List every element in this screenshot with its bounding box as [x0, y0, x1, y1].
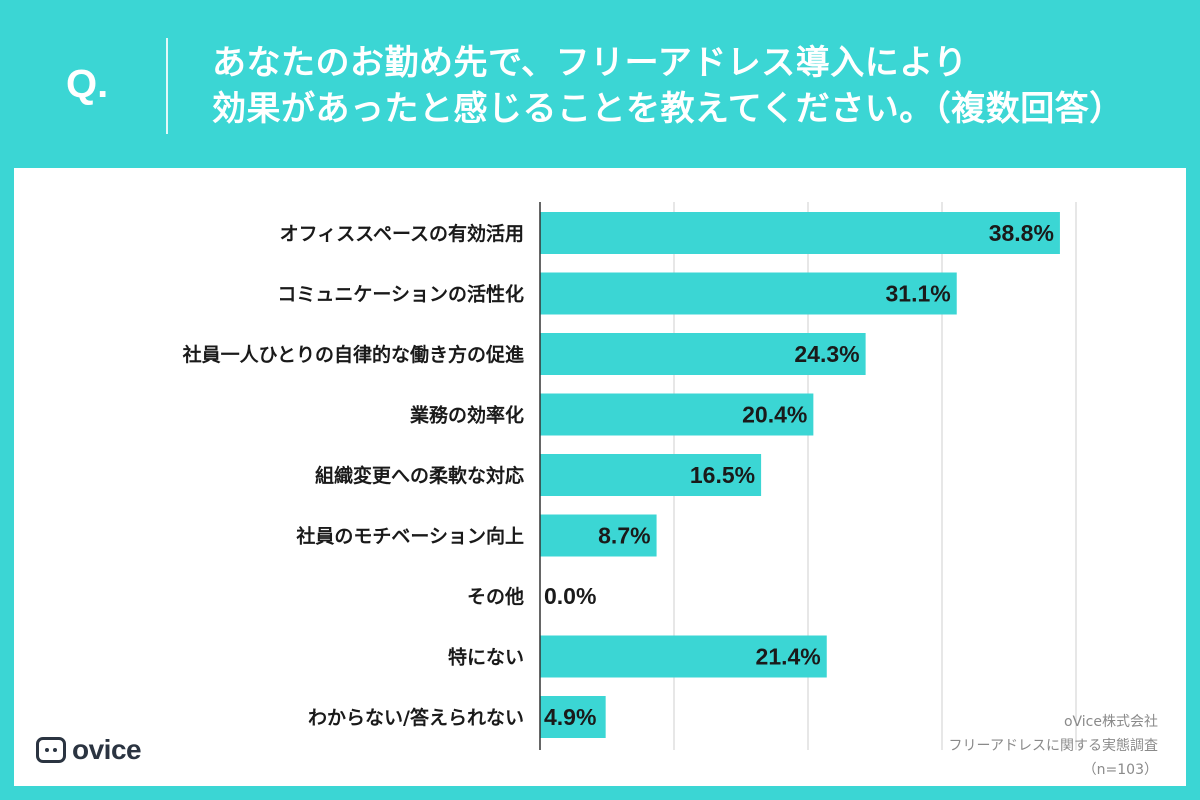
bar [540, 212, 1060, 254]
value-label: 16.5% [690, 462, 755, 488]
value-label: 24.3% [794, 341, 859, 367]
bar [540, 514, 657, 557]
question-title: あなたのお勤め先で、フリーアドレス導入により 効果があったと感じることを教えてく… [212, 40, 1172, 132]
bar-chart: オフィススペースの有効活用 38.8% コミュニケーションの活性化 31.1% 社員一人… [182, 202, 1077, 750]
category-label: 特にない [448, 647, 524, 669]
category-label: 業務の効率化 [409, 404, 524, 427]
value-label: 31.1% [886, 281, 951, 307]
value-label: 38.8% [989, 220, 1054, 246]
value-label: 4.9% [544, 704, 596, 730]
source-company: oVice株式会社 [1063, 714, 1158, 730]
bar [540, 454, 762, 496]
ovice-logo: ovice [36, 734, 142, 766]
value-label: 0.0% [544, 583, 596, 609]
header: Q. あなたのお勤め先で、フリーアドレス導入により 効果があったと感じることを教… [0, 0, 1200, 168]
value-label: 8.7% [598, 523, 650, 549]
chart-panel: オフィススペースの有効活用 38.8% コミュニケーションの活性化 31.1% 社員一人… [14, 168, 1186, 786]
value-label: 20.4% [742, 402, 807, 428]
bar [540, 272, 957, 315]
question-label: Q. [66, 62, 109, 106]
bar [540, 635, 827, 678]
category-label: 社員のモチベーション向上 [295, 525, 524, 548]
bar [540, 393, 814, 436]
source-sample-size: （n=103） [1082, 762, 1158, 778]
header-divider [166, 38, 168, 134]
source-survey: フリーアドレスに関する実態調査 [948, 738, 1158, 754]
category-label: オフィススペースの有効活用 [280, 222, 524, 245]
question-title-line-2: 効果があったと感じることを教えてください。（複数回答） [212, 89, 1124, 129]
question-title-line-1: あなたのお勤め先で、フリーアドレス導入により [212, 43, 968, 83]
value-label: 21.4% [756, 644, 821, 670]
category-label: コミュニケーションの活性化 [277, 283, 524, 306]
bar [540, 696, 606, 738]
source-note: oVice株式会社 フリーアドレスに関する実態調査 （n=103） [949, 710, 1158, 782]
ovice-logo-text: ovice [72, 734, 142, 765]
category-label: 組織変更への柔軟な対応 [315, 464, 524, 487]
bar [540, 333, 866, 375]
category-label: その他 [467, 585, 524, 608]
category-label: わからない/答えられない [308, 706, 524, 729]
ovice-logo-icon [36, 737, 66, 763]
category-label: 社員一人ひとりの自律的な働き方の促進 [182, 343, 524, 366]
